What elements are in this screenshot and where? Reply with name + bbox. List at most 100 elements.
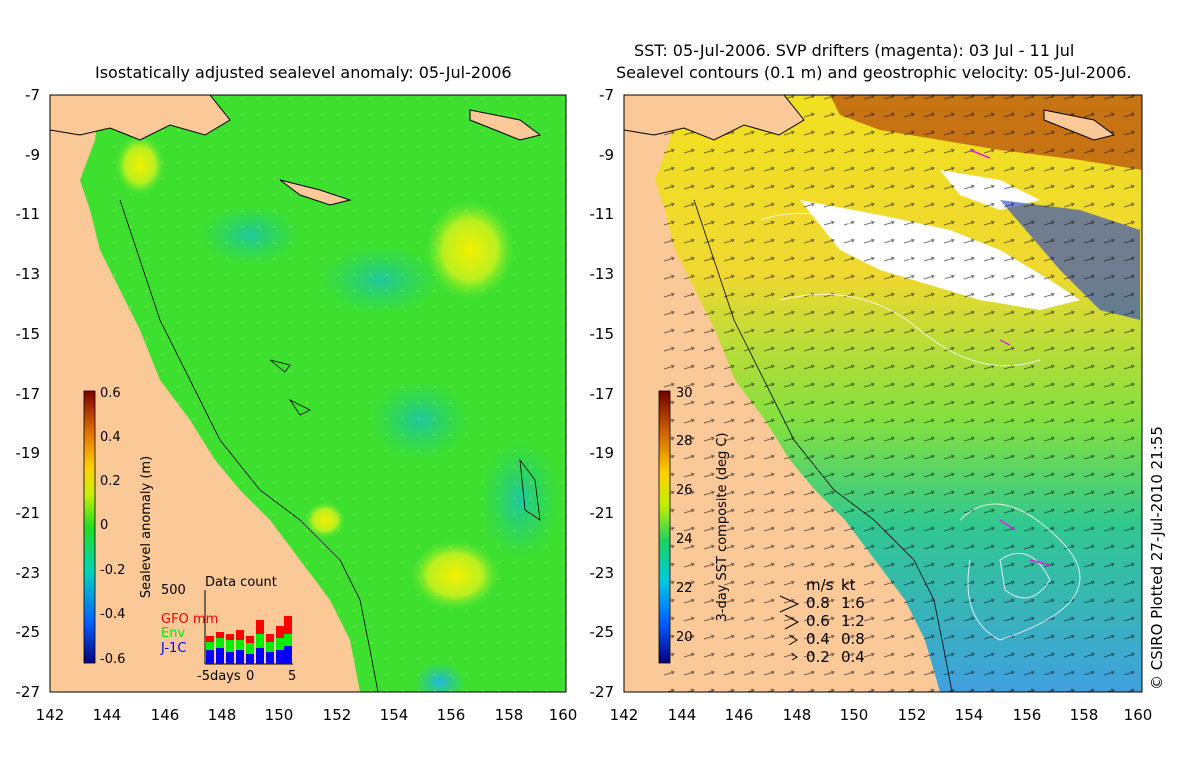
- data-count-series-gfo: GFO mm: [161, 612, 218, 627]
- lat-tick: -17: [16, 385, 41, 403]
- lat-tick: -11: [16, 205, 41, 223]
- lon-tick: 156: [437, 706, 466, 724]
- dc-bar: [266, 642, 274, 652]
- lat-tick: -15: [590, 325, 615, 343]
- dc-bar: [216, 638, 224, 648]
- velocity-ms: 0.6: [806, 612, 830, 630]
- dc-bar: [226, 652, 234, 664]
- lat-tick: -7: [25, 86, 40, 104]
- right-map-title-line1: SST: 05-Jul-2006. SVP drifters (magenta)…: [634, 41, 1075, 60]
- lat-tick: -9: [25, 146, 40, 164]
- left-lat-ticks: -7 -9 -11 -13 -15 -17 -19 -21 -23 -25 -2…: [16, 86, 41, 701]
- lon-tick: 146: [151, 706, 180, 724]
- lon-tick: 142: [610, 706, 639, 724]
- velocity-kt: 0.4: [841, 648, 865, 666]
- lon-tick: 160: [549, 706, 578, 724]
- velocity-ms: 0.8: [806, 594, 830, 612]
- data-count-xlabel-end: 5: [288, 669, 296, 684]
- dc-bar: [246, 654, 254, 664]
- lon-tick: 154: [380, 706, 409, 724]
- left-map-title: Isostatically adjusted sealevel anomaly:…: [95, 63, 512, 82]
- velocity-arrow-0-2: [791, 653, 798, 661]
- right-colorbar-label: 3-day SST composite (deg C): [715, 432, 730, 621]
- lon-tick: 152: [323, 706, 352, 724]
- right-cb-tick: 22: [676, 581, 693, 596]
- left-colorbar-ticks: 0.6 0.4 0.2 0 -0.2 -0.4 -0.6: [100, 386, 125, 667]
- lat-tick: -21: [590, 504, 615, 522]
- lon-tick: 158: [495, 706, 524, 724]
- dc-bar: [226, 634, 234, 640]
- lon-tick: 148: [783, 706, 812, 724]
- velocity-kt: 1.2: [841, 612, 865, 630]
- new-britain: [469, 109, 542, 141]
- png-coast-right: [624, 95, 805, 141]
- lat-tick: -23: [16, 564, 41, 582]
- lat-tick: -7: [599, 86, 614, 104]
- dc-bar: [284, 646, 292, 664]
- right-map-title-line2: Sealevel contours (0.1 m) and geostrophi…: [616, 63, 1132, 82]
- left-colorbar: [83, 390, 96, 664]
- lon-tick: 160: [1124, 706, 1153, 724]
- left-cb-tick: 0.2: [100, 474, 121, 489]
- dc-bar: [236, 650, 244, 664]
- dc-bar: [206, 650, 214, 664]
- lat-tick: -15: [16, 325, 41, 343]
- right-cb-tick: 30: [676, 386, 693, 401]
- reef-outline: [119, 199, 379, 692]
- reef-islands: [269, 359, 541, 521]
- reef-outline-right: [693, 199, 953, 692]
- left-map-area: [50, 95, 566, 692]
- dc-bar: [266, 634, 274, 642]
- lat-tick: -19: [16, 444, 41, 462]
- lon-tick: 154: [955, 706, 984, 724]
- dc-bar: [284, 634, 292, 646]
- lon-tick: 148: [208, 706, 237, 724]
- dc-bar: [256, 634, 264, 648]
- lat-tick: -13: [16, 265, 41, 283]
- left-cb-tick: 0.6: [100, 386, 121, 401]
- lon-tick: 146: [725, 706, 754, 724]
- lon-tick: 150: [265, 706, 294, 724]
- dc-bar: [206, 642, 214, 650]
- png-coast: [50, 95, 231, 141]
- lat-tick: -27: [16, 683, 41, 701]
- lon-tick: 150: [840, 706, 869, 724]
- velocity-legend-kt-header: kt: [841, 576, 856, 594]
- dc-bar: [256, 648, 264, 664]
- velocity-legend-ms-header: m/s: [806, 576, 834, 594]
- dc-bar: [216, 648, 224, 664]
- lon-tick: 152: [898, 706, 927, 724]
- right-cb-tick: 26: [676, 483, 693, 498]
- lon-tick: 156: [1013, 706, 1042, 724]
- lat-tick: -23: [590, 564, 615, 582]
- left-lon-ticks: 142 144 146 148 150 152 154 156 158 160: [36, 706, 578, 724]
- data-count-xlabel-start: -5days: [197, 669, 241, 684]
- solomons: [279, 179, 352, 206]
- right-cb-tick: 24: [676, 532, 693, 547]
- velocity-kt: 1.6: [841, 594, 865, 612]
- right-colorbar-ticks: 30 28 26 24 22 20: [676, 386, 693, 645]
- dc-bar: [206, 636, 214, 642]
- altimeter-tracks: [100, 95, 566, 692]
- dc-bar: [284, 616, 292, 634]
- left-cb-tick: -0.2: [100, 563, 125, 578]
- data-count-series-j1c: J-1C: [160, 641, 186, 656]
- data-count-max: 500: [161, 583, 186, 598]
- data-count-inset: Data count 500 GFO mm Env J-1C -5days 0 …: [160, 575, 296, 684]
- lon-tick: 144: [668, 706, 697, 724]
- dc-bar: [246, 636, 254, 643]
- velocity-ms: 0.2: [806, 648, 830, 666]
- dc-bar: [266, 652, 274, 664]
- dc-bar: [246, 643, 254, 654]
- sealevel-contours: [759, 212, 1081, 641]
- dc-bar: [276, 650, 284, 664]
- dc-bar: [236, 640, 244, 650]
- plot-credit: © CSIRO Plotted 27-Jul-2010 21:55: [1148, 426, 1166, 690]
- lon-tick: 142: [36, 706, 65, 724]
- right-cb-tick: 20: [676, 630, 693, 645]
- lat-tick: -9: [599, 146, 614, 164]
- right-cb-tick: 28: [676, 434, 693, 449]
- data-count-bars: [206, 616, 292, 664]
- lat-tick: -21: [16, 504, 41, 522]
- data-count-series-env: Env: [161, 626, 185, 641]
